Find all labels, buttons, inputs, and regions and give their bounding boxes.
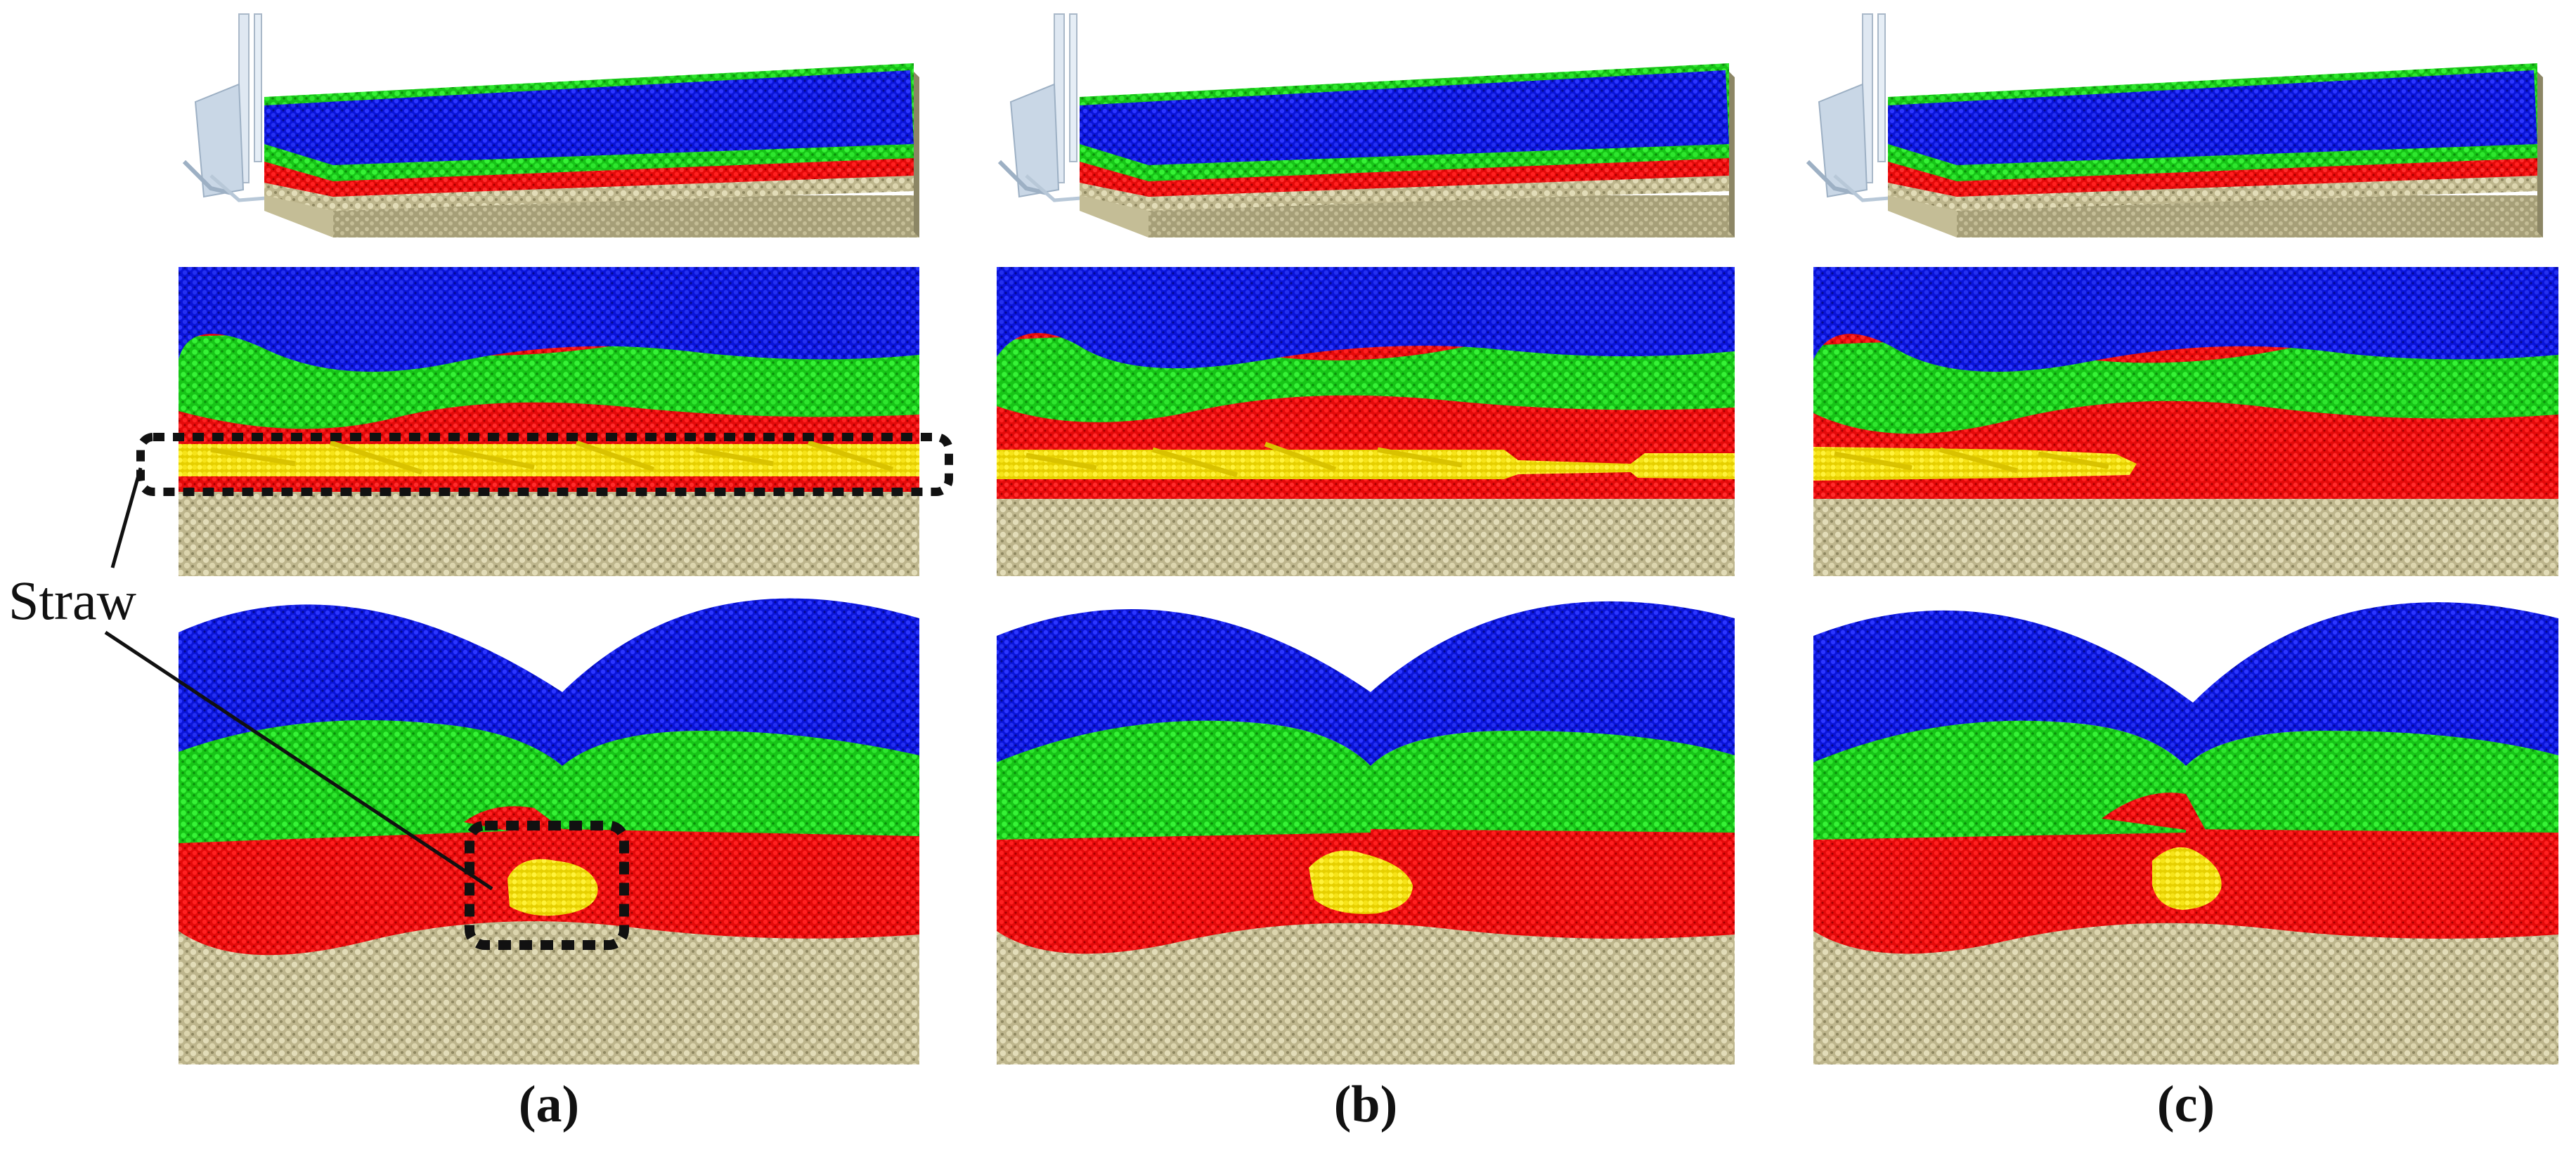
straw-cluster-highlight-box xyxy=(465,821,629,950)
straw-band xyxy=(1813,447,2137,481)
straw-leader-lines xyxy=(104,467,493,891)
tillage-tool xyxy=(997,13,1082,202)
panel-c-transverse-section xyxy=(1813,602,2558,1064)
tillage-tool xyxy=(1806,13,1890,202)
straw-band xyxy=(997,441,1735,479)
panel-b xyxy=(997,13,1735,1064)
panel-a xyxy=(136,13,953,1064)
panel-c-longitudinal-section xyxy=(1813,267,2558,576)
panel-b-transverse-section xyxy=(997,601,1735,1064)
panel-a-isometric-block xyxy=(182,13,919,237)
straw-annotation-label: Straw xyxy=(8,570,136,631)
panel-a-transverse-section xyxy=(179,598,919,1064)
straw-band-highlight-box xyxy=(136,433,953,496)
straw-cluster xyxy=(2152,847,2222,910)
panel-a-caption: (a) xyxy=(518,1076,580,1133)
panel-b-isometric-block xyxy=(997,13,1735,237)
straw-band xyxy=(179,440,919,476)
panel-a-longitudinal-section xyxy=(136,267,953,576)
panel-c-caption: (c) xyxy=(2156,1076,2215,1133)
straw-cluster xyxy=(1309,850,1413,914)
panel-b-longitudinal-section xyxy=(997,267,1735,576)
panel-c-isometric-block xyxy=(1806,13,2543,237)
tillage-tool xyxy=(182,13,266,202)
straw-cluster xyxy=(507,859,598,916)
panel-b-caption: (b) xyxy=(1333,1076,1398,1133)
panel-c xyxy=(1806,13,2558,1064)
